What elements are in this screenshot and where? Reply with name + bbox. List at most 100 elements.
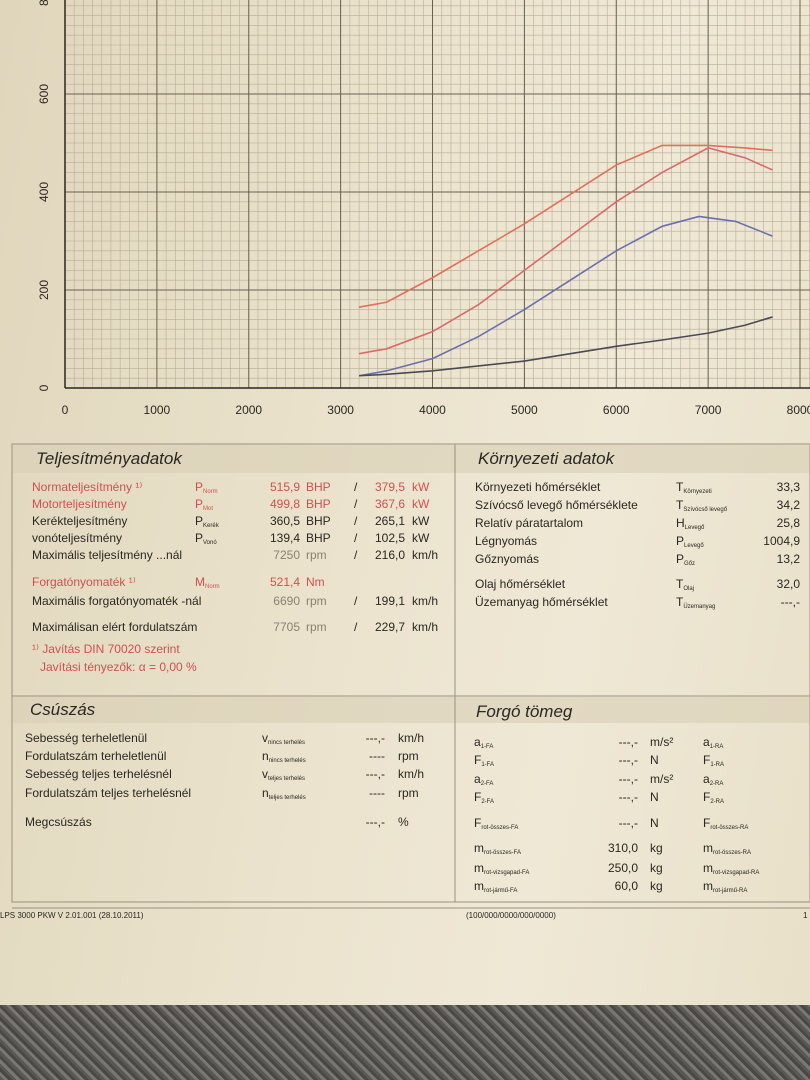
symbol-subscript: Norm bbox=[203, 489, 218, 495]
row-label: Üzemanyag hőmérséklet bbox=[475, 595, 608, 609]
symbol: TSzívócső levegő bbox=[676, 498, 727, 517]
unit: rpm bbox=[306, 620, 327, 634]
symbol-letter: n bbox=[262, 749, 269, 763]
unit: kg bbox=[650, 861, 663, 875]
symbol: mrot-összes-RA bbox=[703, 841, 751, 860]
symbol: PLevegő bbox=[676, 534, 704, 553]
symbol-letter: T bbox=[676, 498, 684, 512]
symbol-letter: m bbox=[474, 841, 484, 855]
symbol: Frot-összes-RA bbox=[703, 816, 748, 835]
symbol-subscript: Vonó bbox=[203, 540, 217, 546]
symbol-letter: P bbox=[195, 531, 204, 545]
symbol-letter: m bbox=[703, 879, 713, 893]
row-label: vonóteljesítmény bbox=[32, 531, 123, 545]
value: 199,1 bbox=[374, 594, 405, 608]
symbol: nnincs terhelés bbox=[262, 749, 306, 768]
unit: kg bbox=[650, 879, 663, 893]
separator: / bbox=[354, 548, 358, 562]
symbol-subscript: Levegő bbox=[684, 543, 704, 549]
symbol-subscript: rot-jármű-RA bbox=[713, 888, 748, 894]
value: 25,8 bbox=[776, 516, 800, 530]
value: 229,7 bbox=[374, 620, 405, 634]
symbol-letter: m bbox=[703, 861, 713, 875]
footer-version: LPS 3000 PKW V 2.01.001 (28.10.2011) bbox=[0, 911, 144, 920]
series-line bbox=[358, 144, 773, 308]
symbol-subscript: 2-FA bbox=[480, 781, 494, 787]
symbol-letter: T bbox=[676, 595, 684, 609]
value: ---- bbox=[369, 749, 385, 763]
row-label: Relatív páratartalom bbox=[475, 516, 584, 530]
symbol-letter: n bbox=[262, 786, 269, 800]
symbol-letter: P bbox=[195, 497, 204, 511]
symbol-subscript: 2-RA bbox=[710, 799, 725, 805]
unit: rpm bbox=[398, 749, 419, 763]
value: ---,- bbox=[618, 735, 638, 749]
value: ---,- bbox=[618, 772, 638, 786]
symbol-letter: a bbox=[474, 772, 481, 786]
row-label: Maximálisan elért fordulatszám bbox=[32, 620, 198, 634]
unit: kW bbox=[412, 514, 430, 528]
unit: km/h bbox=[412, 594, 439, 608]
section-title: Teljesítményadatok bbox=[36, 449, 182, 468]
symbol-letter: P bbox=[676, 534, 685, 548]
symbol: mrot-jármű-RA bbox=[703, 879, 747, 898]
value: ---- bbox=[369, 786, 385, 800]
symbol-letter: a bbox=[703, 735, 710, 749]
value: 310,0 bbox=[607, 841, 638, 855]
symbol: PVonó bbox=[195, 531, 217, 550]
symbol-subscript: 1-FA bbox=[480, 744, 494, 750]
value: ---,- bbox=[365, 731, 385, 745]
row-label: Sebesség terheletlenül bbox=[25, 731, 148, 745]
x-tick-label: 2000 bbox=[235, 403, 262, 417]
unit: BHP bbox=[306, 480, 331, 494]
value: 13,2 bbox=[776, 552, 800, 566]
value: 1004,9 bbox=[763, 534, 800, 548]
note: Javítási tényezők: α = 0,00 % bbox=[40, 660, 197, 674]
value: 515,9 bbox=[269, 480, 300, 494]
y-tick-label: 800 bbox=[37, 0, 51, 6]
row-label: Maximális forgatónyomaték -nál bbox=[32, 594, 202, 608]
series-line bbox=[358, 215, 773, 377]
unit: km/h bbox=[398, 767, 425, 781]
x-tick-label: 7000 bbox=[695, 403, 722, 417]
unit: rpm bbox=[306, 594, 327, 608]
symbol-letter: P bbox=[195, 514, 204, 528]
value: ---,- bbox=[618, 816, 638, 830]
value: 32,0 bbox=[776, 577, 800, 591]
symbol-subscript: nincs terhelés bbox=[268, 758, 306, 764]
symbol: TOlaj bbox=[676, 577, 694, 596]
symbol: mrot-jármű-FA bbox=[474, 879, 517, 898]
symbol-letter: M bbox=[195, 575, 205, 589]
unit: N bbox=[650, 790, 659, 804]
symbol: HLevegő bbox=[676, 516, 704, 535]
separator: / bbox=[354, 594, 358, 608]
symbol-subscript: 1-RA bbox=[710, 762, 725, 768]
symbol-subscript: 1-FA bbox=[481, 762, 495, 768]
x-tick-label: 1000 bbox=[144, 403, 171, 417]
y-tick-label: 600 bbox=[37, 84, 51, 104]
unit: kW bbox=[412, 531, 430, 545]
value: 7250 bbox=[273, 548, 300, 562]
symbol: a2-RA bbox=[703, 772, 723, 791]
footer-page: 1 bbox=[803, 911, 808, 920]
value: 60,0 bbox=[614, 879, 638, 893]
symbol-letter: F bbox=[703, 816, 711, 830]
x-tick-label: 0 bbox=[62, 403, 69, 417]
value: 34,2 bbox=[776, 498, 800, 512]
symbol-letter: P bbox=[195, 480, 204, 494]
symbol: a1-FA bbox=[474, 735, 493, 754]
unit: km/h bbox=[412, 548, 439, 562]
value: 216,0 bbox=[374, 548, 405, 562]
y-tick-label: 0 bbox=[37, 384, 51, 391]
row-label: Légnyomás bbox=[475, 534, 538, 548]
value: 379,5 bbox=[374, 480, 405, 494]
value: 102,5 bbox=[374, 531, 405, 545]
unit: kW bbox=[412, 497, 430, 511]
symbol-letter: m bbox=[474, 879, 484, 893]
symbol-subscript: Környezeti bbox=[683, 489, 712, 495]
row-label: Gőznyomás bbox=[475, 552, 540, 566]
value: 265,1 bbox=[374, 514, 405, 528]
symbol-subscript: nincs terhelés bbox=[268, 740, 306, 746]
